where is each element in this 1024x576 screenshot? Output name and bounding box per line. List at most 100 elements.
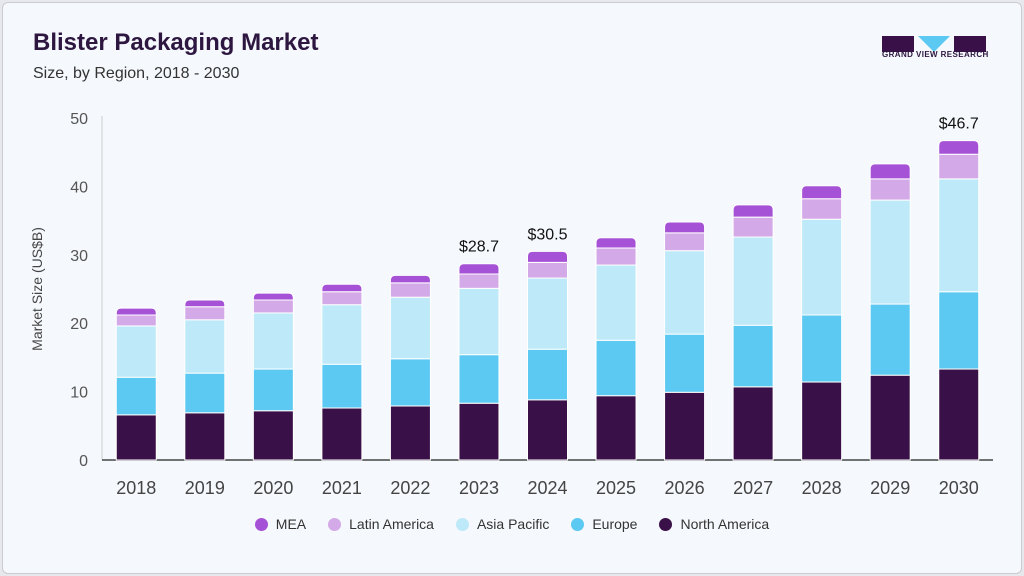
bar-segment-latin-america xyxy=(184,306,226,321)
y-tick-label: 50 xyxy=(70,111,88,128)
bar-segment-mea xyxy=(184,299,226,308)
legend: MEA Latin America Asia Pacific Europe North … xyxy=(0,516,1024,532)
legend-label: North America xyxy=(680,516,770,532)
bar-2018 xyxy=(115,307,157,461)
bar-segment-asia-pacific xyxy=(252,312,294,370)
legend-swatch xyxy=(328,517,342,531)
bar-segment-north-america xyxy=(801,381,843,461)
bar-segment-latin-america xyxy=(458,273,500,289)
bar-segment-mea xyxy=(595,237,637,249)
x-tick-label: 2027 xyxy=(733,478,773,498)
bar-segment-mea xyxy=(869,163,911,180)
bar-segment-latin-america xyxy=(869,178,911,201)
bar-segment-north-america xyxy=(252,410,294,461)
bar-segment-europe xyxy=(321,363,363,409)
bar-2024 xyxy=(527,250,568,461)
bar-segment-mea xyxy=(321,283,363,293)
bar-segment-north-america xyxy=(389,405,431,461)
bar-2027 xyxy=(732,204,774,461)
bar-2021 xyxy=(321,283,363,461)
x-tick-label: 2022 xyxy=(390,478,430,498)
bar-segment-mea xyxy=(458,263,500,275)
bar-segment-europe xyxy=(389,358,431,407)
legend-item-north-america: North America xyxy=(659,516,769,532)
bar-segment-north-america xyxy=(595,395,637,461)
bar-segment-north-america xyxy=(115,414,157,461)
x-tick-label: 2023 xyxy=(459,478,499,498)
data-label: $46.7 xyxy=(939,116,979,133)
x-tick-label: 2026 xyxy=(665,478,705,498)
bar-segment-north-america xyxy=(527,399,568,461)
y-tick-label: 20 xyxy=(70,316,88,333)
bar-2019 xyxy=(184,299,226,461)
bar-segment-europe xyxy=(252,368,294,412)
bar-segment-mea xyxy=(664,221,706,234)
legend-label: Latin America xyxy=(349,516,434,532)
bar-segment-latin-america xyxy=(252,299,294,314)
legend-label: Europe xyxy=(592,516,638,532)
bar-segment-asia-pacific xyxy=(938,178,980,293)
bar-segment-mea xyxy=(801,185,843,200)
bar-segment-europe xyxy=(664,333,706,393)
bar-segment-north-america xyxy=(184,412,226,461)
bar-segment-europe xyxy=(184,372,226,414)
bar-segment-mea xyxy=(389,274,431,284)
bar-2029 xyxy=(869,163,911,461)
bar-segment-asia-pacific xyxy=(527,277,568,350)
bar-segment-europe xyxy=(527,348,568,401)
y-axis-label: Market Size (US$B) xyxy=(29,227,45,351)
legend-label: Asia Pacific xyxy=(476,516,550,532)
bar-segment-asia-pacific xyxy=(115,325,157,378)
bar-segment-mea xyxy=(115,307,157,316)
bar-segment-latin-america xyxy=(801,198,843,220)
bar-segment-latin-america xyxy=(115,314,157,327)
legend-swatch xyxy=(254,517,268,531)
bar-segment-asia-pacific xyxy=(869,199,911,305)
legend-label: MEA xyxy=(275,516,307,532)
bar-segment-asia-pacific xyxy=(321,304,363,365)
x-tick-label: 2019 xyxy=(185,478,225,498)
bar-segment-mea xyxy=(527,250,568,263)
x-tick-label: 2030 xyxy=(939,478,979,498)
data-label: $28.7 xyxy=(459,239,499,256)
y-tick-label: 0 xyxy=(79,453,88,470)
x-tick-label: 2020 xyxy=(253,478,293,498)
logo-text: GRAND VIEW RESEARCH xyxy=(882,50,989,59)
bar-segment-latin-america xyxy=(664,232,706,252)
bar-segment-asia-pacific xyxy=(732,236,774,326)
bar-segment-asia-pacific xyxy=(595,264,637,341)
bar-segment-latin-america xyxy=(321,291,363,306)
bar-segment-mea xyxy=(938,140,980,155)
x-tick-label: 2028 xyxy=(802,478,842,498)
y-tick-label: 40 xyxy=(70,179,88,196)
bar-segment-asia-pacific xyxy=(184,319,226,374)
bar-segment-north-america xyxy=(732,386,774,461)
bar-2025 xyxy=(595,237,637,461)
legend-swatch xyxy=(659,517,673,531)
bar-segment-north-america xyxy=(869,374,911,461)
legend-item-latin-america: Latin America xyxy=(328,516,434,532)
bar-segment-north-america xyxy=(458,402,500,461)
bar-segment-latin-america xyxy=(595,247,637,266)
grand-view-research-logo xyxy=(882,36,986,52)
bar-segment-europe xyxy=(458,354,500,404)
bar-segment-latin-america xyxy=(527,261,568,279)
chart-subtitle: Size, by Region, 2018 - 2030 xyxy=(33,65,240,82)
legend-swatch xyxy=(571,517,585,531)
bar-segment-mea xyxy=(732,204,774,218)
x-tick-label: 2024 xyxy=(527,478,567,498)
bar-segment-europe xyxy=(869,303,911,376)
bar-2028 xyxy=(801,185,843,461)
bar-segment-asia-pacific xyxy=(664,250,706,335)
bar-segment-europe xyxy=(801,314,843,383)
chart-title: Blister Packaging Market xyxy=(33,29,319,56)
bar-segment-europe xyxy=(595,339,637,397)
bar-segment-north-america xyxy=(664,391,706,461)
bar-2022 xyxy=(389,274,431,461)
legend-item-mea: MEA xyxy=(254,516,307,532)
bar-segment-mea xyxy=(252,292,294,301)
legend-item-europe: Europe xyxy=(571,516,637,532)
bar-2020 xyxy=(252,292,294,461)
bar-segment-north-america xyxy=(321,407,363,461)
